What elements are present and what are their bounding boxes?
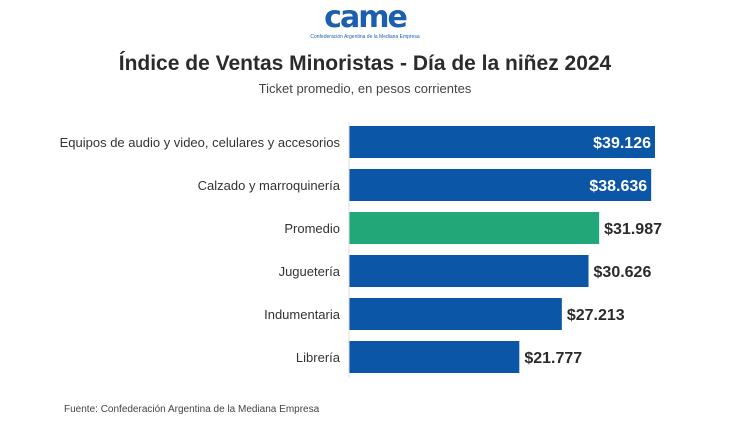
category-label: Equipos de audio y video, celulares y ac… (60, 135, 341, 150)
bar (349, 126, 655, 158)
category-label: Promedio (284, 221, 340, 236)
bar (349, 212, 600, 244)
data-label: $31.987 (604, 221, 662, 238)
chart-subtitle: Ticket promedio, en pesos corrientes (258, 81, 472, 96)
category-label: Calzado y marroquinería (198, 178, 341, 193)
logo-tagline: Confederación Argentina de la Mediana Em… (310, 34, 420, 40)
came-logo: came Confederación Argentina de la Media… (300, 2, 430, 44)
data-label: $21.777 (524, 350, 582, 367)
bar (349, 255, 589, 287)
category-label: Indumentaria (264, 307, 341, 322)
bar (349, 298, 562, 330)
bar (349, 341, 520, 373)
chart-title: Índice de Ventas Minoristas - Día de la … (118, 52, 612, 75)
logo-mark: came (324, 0, 408, 35)
data-label: $39.126 (593, 135, 651, 152)
category-label: Juguetería (279, 264, 341, 279)
bar (349, 169, 652, 201)
source-note: Fuente: Confederación Argentina de la Me… (64, 404, 320, 415)
data-label: $27.213 (567, 307, 625, 324)
data-label: $30.626 (594, 264, 652, 281)
data-label: $38.636 (589, 178, 647, 195)
category-label: Librería (296, 350, 341, 365)
